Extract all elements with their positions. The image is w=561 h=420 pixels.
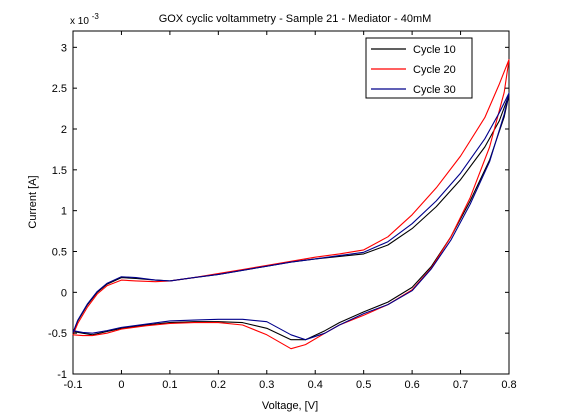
y-tick-label: 1 [61,206,67,218]
y-axis-label: Current [A] [27,175,39,228]
legend-box [365,37,473,99]
x-tick-label: 0.3 [259,379,274,391]
legend-label-cycle-10: Cycle 10 [413,44,456,56]
x-axis-label: Voltage, [V] [262,400,318,412]
x-tick-label: 0.2 [211,379,226,391]
y-tick-label: 0.5 [52,247,67,259]
legend: Cycle 10 Cycle 20 Cycle 30 [365,37,473,99]
x-tick-label: 0.8 [501,379,516,391]
series-line-cycle-30 [72,92,510,341]
chart-title: GOX cyclic voltammetry - Sample 21 - Med… [159,13,432,25]
x-tick-label: -0.1 [64,379,83,391]
y-axis-exponent: x 10 -3 [70,12,99,27]
y-tick-label: 2 [61,124,67,136]
x-tick-label: 0.5 [356,379,371,391]
y-tick-label: -0.5 [48,328,67,340]
legend-label-cycle-20: Cycle 20 [413,64,456,76]
y-tick-label: 0 [61,287,67,299]
x-tick-label: 0.7 [453,379,468,391]
y-tick-label: 3 [61,42,67,54]
x-tick-label: 0.4 [308,379,323,391]
y-tick-label: 1.5 [52,165,67,177]
series-layer [72,59,510,350]
y-exponent-base: x 10 [70,16,89,27]
x-tick-label: 0.6 [404,379,419,391]
y-tick-label: 2.5 [52,83,67,95]
axes-layer: -0.1 0 0.1 0.2 0.3 0.4 0.5 0.6 0.7 0.8 -1 -0.5 0 0.5 1… [48,31,517,391]
x-tick-label: 0.1 [162,379,177,391]
legend-label-cycle-30: Cycle 30 [413,84,456,96]
y-tick-label: -1 [57,369,67,381]
y-exponent-power: -3 [92,12,100,21]
x-tick-label: 0 [118,379,124,391]
